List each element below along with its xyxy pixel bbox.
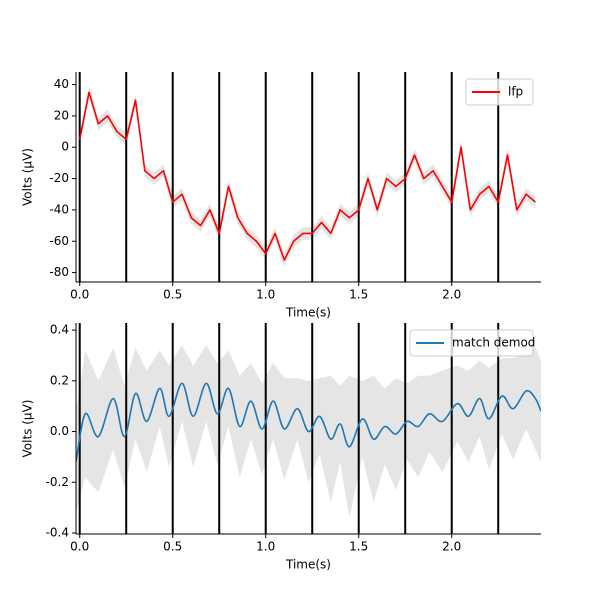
legend: match demod <box>409 329 535 357</box>
plot-area <box>76 323 541 534</box>
x-tick-label: 2.0 <box>442 540 461 554</box>
y-tick-label: 40 <box>54 77 69 91</box>
x-tick-label: 0.0 <box>70 288 89 302</box>
y-tick-label: -0.4 <box>46 525 69 539</box>
plot-area <box>78 72 536 282</box>
y-tick-label: -20 <box>49 171 69 185</box>
x-tick-label: 1.5 <box>349 288 368 302</box>
x-tick-label: 2.0 <box>442 288 461 302</box>
x-axis-label: Time(s) <box>285 306 331 320</box>
y-axis-label: Volts (μV) <box>21 148 35 206</box>
y-tick-label: 0.4 <box>50 323 69 337</box>
y-tick-label: 0.2 <box>50 373 69 387</box>
x-tick-label: 1.0 <box>256 288 275 302</box>
series-line <box>76 382 541 463</box>
series-line <box>78 91 536 261</box>
y-tick-label: -0.2 <box>46 475 69 489</box>
y-tick-label: -40 <box>49 202 69 216</box>
y-axis-label: Volts (μV) <box>21 400 35 458</box>
x-tick-label: 0.5 <box>163 288 182 302</box>
y-tick-label: 0.0 <box>50 424 69 438</box>
x-tick-label: 1.0 <box>256 540 275 554</box>
x-tick-label: 1.5 <box>349 540 368 554</box>
legend-label: lfp <box>508 85 523 99</box>
legend-box <box>409 329 534 357</box>
y-tick-label: 20 <box>54 108 69 122</box>
legend-label: match demod <box>452 336 535 350</box>
x-tick-label: 0.5 <box>163 540 182 554</box>
x-tick-label: 0.0 <box>70 540 89 554</box>
y-tick-label: -60 <box>49 234 69 248</box>
y-tick-label: 0 <box>61 140 69 154</box>
error-band <box>79 86 536 267</box>
x-axis-label: Time(s) <box>285 558 331 572</box>
y-tick-label: -80 <box>49 265 69 279</box>
legend: lfp <box>465 78 534 106</box>
